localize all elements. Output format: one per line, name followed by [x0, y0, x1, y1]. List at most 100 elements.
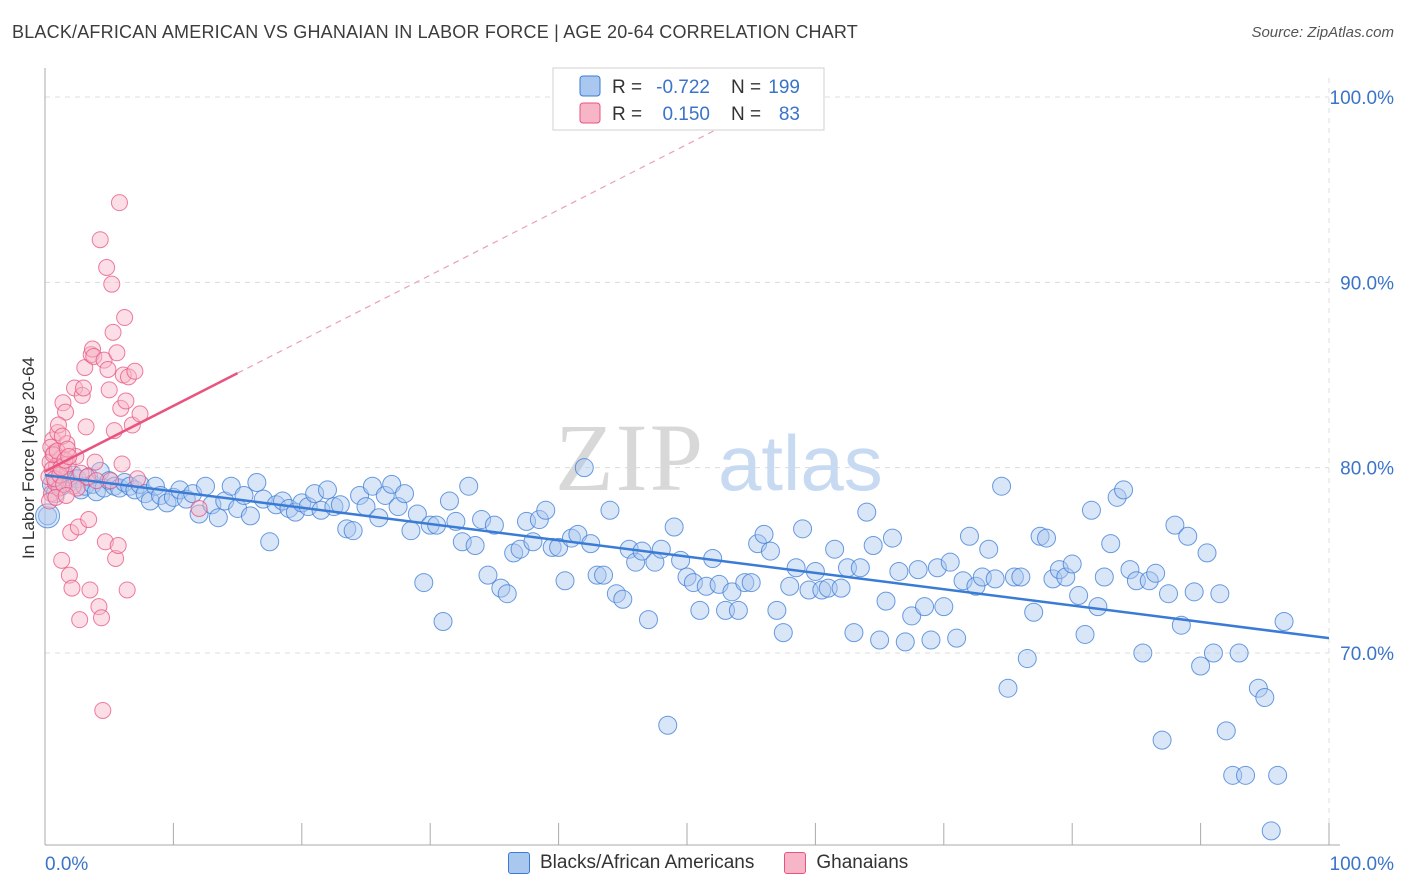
data-point: [1133, 643, 1153, 663]
data-point: [497, 584, 517, 604]
data-point: [940, 552, 960, 572]
data-point: [53, 427, 71, 445]
data-point: [57, 403, 75, 421]
data-point: [754, 524, 774, 544]
data-point: [116, 309, 134, 327]
data-point: [876, 591, 896, 611]
data-point: [651, 539, 671, 559]
y-tick-label: 80.0%: [1340, 459, 1394, 480]
data-point: [959, 526, 979, 546]
data-point: [53, 551, 71, 569]
legend-n-label-2: N =: [731, 104, 761, 125]
data-point: [882, 528, 902, 548]
data-point: [91, 231, 109, 249]
x-tick-label: 0.0%: [45, 854, 88, 875]
trend-line-ghanaians-extension: [237, 111, 752, 374]
data-point: [35, 503, 61, 529]
data-point: [1146, 563, 1166, 583]
data-point: [71, 611, 89, 629]
data-point: [221, 476, 241, 496]
legend-n-label-1: N =: [731, 77, 761, 98]
data-point: [103, 275, 121, 293]
data-point: [1197, 543, 1217, 563]
legend-swatch-pink: [579, 102, 601, 124]
data-point: [1261, 821, 1281, 841]
grid-lines: [45, 78, 1330, 845]
data-point: [63, 579, 81, 597]
data-point: [1248, 678, 1268, 698]
data-point: [1274, 611, 1294, 631]
data-point: [491, 578, 511, 598]
data-point: [844, 623, 864, 643]
legend-item-ghanaians: Ghanaians: [784, 852, 908, 874]
data-point: [38, 506, 58, 526]
data-point: [94, 701, 112, 719]
data-point: [1062, 554, 1082, 574]
data-point: [86, 453, 104, 471]
legend-r-value-2: 0.150: [662, 104, 710, 125]
data-point: [626, 552, 646, 572]
data-point: [773, 623, 793, 643]
y-axis-label: In Labor Force | Age 20-64: [19, 357, 38, 559]
data-point: [504, 543, 524, 563]
data-point: [1139, 571, 1159, 591]
data-point: [613, 589, 633, 609]
data-point: [96, 533, 114, 551]
source-label: Source: ZipAtlas.com: [1251, 24, 1394, 41]
data-point: [472, 510, 492, 530]
data-point: [735, 573, 755, 593]
data-point: [857, 502, 877, 522]
data-point: [555, 571, 575, 591]
data-point: [350, 485, 370, 505]
data-point: [110, 194, 128, 212]
data-point: [728, 600, 748, 620]
correlation-legend: R = -0.722 N = 199 R = 0.150 N = 83: [552, 67, 825, 131]
data-point: [664, 517, 684, 537]
data-point: [107, 549, 125, 567]
data-point: [677, 567, 697, 587]
data-point: [1236, 765, 1256, 785]
data-point: [966, 576, 986, 596]
data-point: [825, 539, 845, 559]
data-point: [49, 416, 67, 434]
data-point: [362, 476, 382, 496]
data-point: [57, 486, 75, 504]
data-point: [343, 521, 363, 541]
data-point: [606, 584, 626, 604]
data-point: [401, 521, 421, 541]
data-point: [587, 565, 607, 585]
data-point: [375, 485, 395, 505]
data-point: [1178, 526, 1198, 546]
data-point: [934, 597, 954, 617]
data-point: [812, 580, 832, 600]
data-point: [902, 606, 922, 626]
data-point: [101, 472, 119, 490]
legend-r-label-2: R =: [612, 104, 642, 125]
data-point: [208, 508, 228, 528]
data-point: [157, 493, 177, 513]
data-point: [247, 472, 267, 492]
data-point: [780, 576, 800, 596]
data-point: [98, 259, 116, 277]
data-point: [1216, 721, 1236, 741]
data-point: [1203, 643, 1223, 663]
data-point: [793, 519, 813, 539]
data-point: [459, 476, 479, 496]
data-point: [908, 560, 928, 580]
data-point: [767, 600, 787, 620]
data-point: [140, 491, 160, 511]
data-point: [831, 578, 851, 598]
data-point: [998, 678, 1018, 698]
data-point: [382, 474, 402, 494]
data-point: [1049, 560, 1069, 580]
data-point: [658, 715, 678, 735]
data-point: [47, 488, 65, 506]
data-point: [190, 499, 208, 517]
data-point: [99, 360, 117, 378]
data-point: [465, 536, 485, 556]
data-point: [100, 381, 118, 399]
data-point: [128, 470, 146, 488]
data-point: [1069, 586, 1089, 606]
x-tick-label: 100.0%: [1330, 854, 1395, 875]
